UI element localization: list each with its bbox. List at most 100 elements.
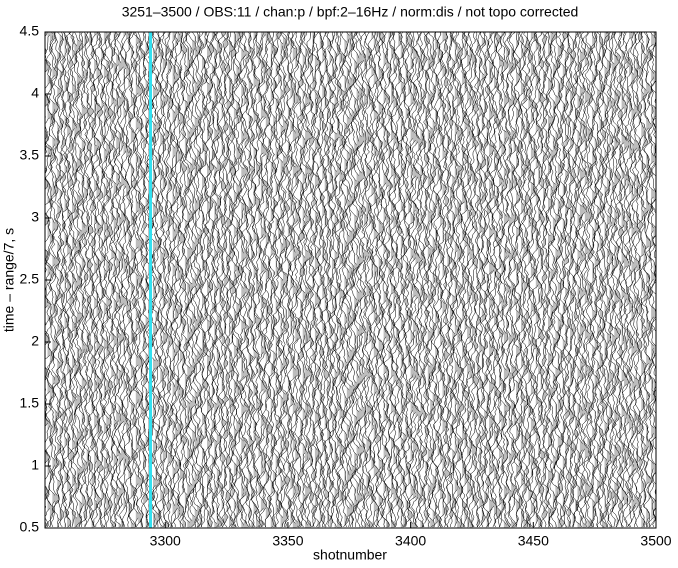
trace xyxy=(84,32,94,528)
trace-fill xyxy=(180,32,184,528)
trace xyxy=(184,32,195,528)
trace xyxy=(531,32,541,528)
trace xyxy=(381,32,391,528)
trace-fill xyxy=(64,32,70,528)
trace xyxy=(172,32,183,527)
trace xyxy=(162,32,173,528)
trace-fill xyxy=(552,32,558,528)
trace xyxy=(469,32,480,528)
trace xyxy=(226,32,237,528)
trace xyxy=(241,32,252,528)
trace xyxy=(584,32,595,528)
trace xyxy=(638,32,649,528)
trace xyxy=(106,32,117,528)
trace xyxy=(634,32,644,528)
trace-fill xyxy=(49,32,55,528)
trace xyxy=(339,32,350,528)
trace xyxy=(501,32,511,528)
trace xyxy=(319,32,330,528)
trace-fill xyxy=(307,32,313,528)
x-axis-label: shotnumber xyxy=(313,547,387,563)
y-tick-label: 2 xyxy=(31,333,39,349)
trace-fill xyxy=(263,32,268,528)
trace xyxy=(116,32,127,528)
trace xyxy=(195,32,205,528)
trace-fill xyxy=(292,32,298,528)
trace-fill xyxy=(442,32,448,528)
trace-fill xyxy=(123,32,128,528)
trace-fill xyxy=(111,32,116,528)
y-tick-label: 3.5 xyxy=(20,147,40,163)
trace xyxy=(597,32,607,528)
trace xyxy=(204,32,215,528)
y-tick-label: 4.5 xyxy=(20,23,40,39)
trace-fill xyxy=(533,32,538,528)
trace xyxy=(266,32,276,528)
trace xyxy=(498,32,509,528)
trace-fill xyxy=(337,32,342,528)
trace xyxy=(611,32,622,528)
trace-fill xyxy=(481,32,487,528)
trace-fill xyxy=(297,32,303,528)
trace-fill xyxy=(182,32,187,528)
trace-fill xyxy=(496,32,502,528)
trace-fill xyxy=(653,32,656,528)
trace-fill xyxy=(89,32,94,528)
trace xyxy=(388,32,399,528)
trace xyxy=(297,32,308,528)
trace-fill xyxy=(638,32,644,528)
x-tick-label: 3300 xyxy=(150,533,181,549)
trace xyxy=(520,32,531,528)
trace xyxy=(155,32,165,528)
trace-fill xyxy=(430,32,435,528)
trace xyxy=(559,32,571,528)
trace-fill xyxy=(494,32,499,528)
trace xyxy=(305,32,315,528)
trace xyxy=(47,32,57,528)
trace xyxy=(643,32,654,528)
trace-fill xyxy=(260,32,266,528)
trace xyxy=(525,32,536,528)
trace-fill xyxy=(641,32,646,528)
trace-fill xyxy=(153,32,158,528)
trace-fill xyxy=(207,32,212,528)
trace xyxy=(165,32,176,528)
trace xyxy=(79,32,90,528)
trace xyxy=(506,32,516,528)
trace-fill xyxy=(256,32,261,528)
trace-fill xyxy=(229,32,234,528)
trace xyxy=(324,32,335,528)
trace xyxy=(216,32,227,528)
trace xyxy=(72,32,82,528)
trace xyxy=(398,32,408,528)
trace-fill xyxy=(538,32,543,528)
trace xyxy=(295,32,305,528)
trace xyxy=(577,32,588,528)
trace-fill xyxy=(469,32,475,528)
trace xyxy=(224,32,235,528)
trace xyxy=(158,32,168,528)
trace-fill xyxy=(548,32,553,528)
trace xyxy=(99,32,109,528)
trace-fill xyxy=(177,32,182,528)
trace-fill xyxy=(489,32,494,528)
trace xyxy=(344,32,355,528)
trace-fill xyxy=(523,32,528,528)
trace xyxy=(125,32,136,528)
trace xyxy=(309,32,320,528)
trace-fill xyxy=(351,32,357,528)
trace xyxy=(254,32,264,528)
trace xyxy=(636,32,646,528)
trace-fill xyxy=(197,32,202,528)
trace-fill xyxy=(290,32,295,528)
y-tick-label: 1 xyxy=(31,457,39,473)
trace-fill xyxy=(381,32,386,528)
trace-fill xyxy=(172,32,177,528)
trace-fill xyxy=(413,32,418,528)
trace-fill xyxy=(457,32,462,528)
trace xyxy=(609,32,620,528)
trace xyxy=(439,32,451,528)
trace xyxy=(54,32,65,528)
trace xyxy=(366,32,376,528)
trace xyxy=(91,32,102,528)
